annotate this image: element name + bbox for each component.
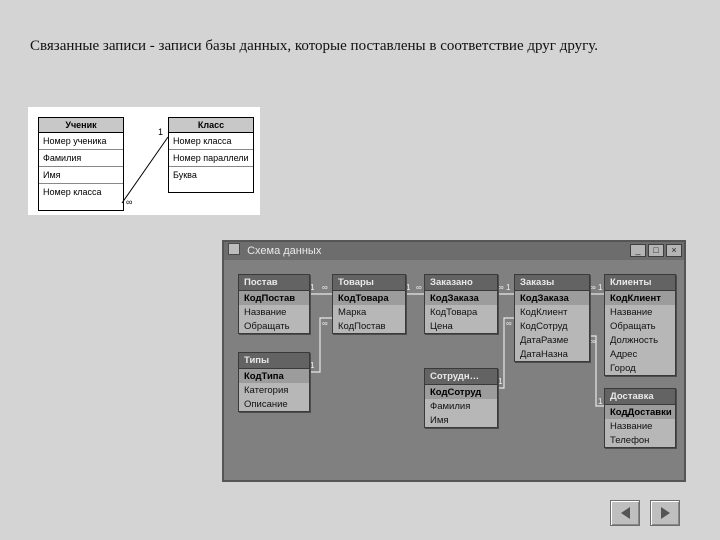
table-zakazano[interactable]: ЗаказаноКодЗаказаКодТовараЦена xyxy=(424,274,498,334)
svg-text:∞: ∞ xyxy=(498,283,504,292)
table-row: Категория xyxy=(239,383,309,397)
table-row: Буква xyxy=(169,167,253,183)
table-row: Цена xyxy=(425,319,497,333)
table-row: КодДоставки xyxy=(605,405,675,419)
table-row: ДатаРазме xyxy=(515,333,589,347)
table-zakazy[interactable]: ЗаказыКодЗаказаКодКлиентКодСотрудДатаРаз… xyxy=(514,274,590,362)
table-header: Товары xyxy=(333,275,405,291)
svg-text:1: 1 xyxy=(310,361,315,370)
table-header: Заказано xyxy=(425,275,497,291)
table-sotrudn[interactable]: Сотрудн…КодСотрудФамилияИмя xyxy=(424,368,498,428)
minimize-button[interactable]: _ xyxy=(630,244,646,257)
svg-text:1: 1 xyxy=(506,283,511,292)
table-klienty[interactable]: КлиентыКодКлиентНазваниеОбращатьДолжност… xyxy=(604,274,676,376)
svg-text:∞: ∞ xyxy=(322,283,328,292)
table-postav[interactable]: ПоставКодПоставНазваниеОбращать xyxy=(238,274,310,334)
next-button[interactable] xyxy=(650,500,680,526)
svg-text:1: 1 xyxy=(598,283,603,292)
svg-text:∞: ∞ xyxy=(506,319,512,328)
svg-text:1: 1 xyxy=(310,283,315,292)
page-caption: Связанные записи - записи базы данных, к… xyxy=(30,38,670,55)
table-row: КодТовара xyxy=(425,305,497,319)
table-row: КодЗаказа xyxy=(425,291,497,305)
prev-button[interactable] xyxy=(610,500,640,526)
table-row: КодКлиент xyxy=(515,305,589,319)
table-row: Фамилия xyxy=(425,399,497,413)
table-header: Сотрудн… xyxy=(425,369,497,385)
table-row: Название xyxy=(239,305,309,319)
table-header: Заказы xyxy=(515,275,589,291)
table-row: КодСотруд xyxy=(515,319,589,333)
table-student: Ученик Номер ученика Фамилия Имя Номер к… xyxy=(38,117,124,211)
arrow-right-icon xyxy=(661,507,670,519)
cardinality-right: 1 xyxy=(158,127,163,137)
table-row: Название xyxy=(605,305,675,319)
table-header: Типы xyxy=(239,353,309,369)
table-header: Доставка xyxy=(605,389,675,405)
svg-text:∞: ∞ xyxy=(590,283,596,292)
table-row: Описание xyxy=(239,397,309,411)
table-row: КодСотруд xyxy=(425,385,497,399)
table-row: Номер класса xyxy=(169,133,253,150)
table-row: Фамилия xyxy=(39,150,123,167)
table-header: Ученик xyxy=(39,118,123,133)
table-header: Постав xyxy=(239,275,309,291)
table-row: КодПостав xyxy=(239,291,309,305)
svg-text:1: 1 xyxy=(498,377,503,386)
table-row: Название xyxy=(605,419,675,433)
table-row: Телефон xyxy=(605,433,675,447)
table-row: Имя xyxy=(425,413,497,427)
table-row: КодТипа xyxy=(239,369,309,383)
table-header: Класс xyxy=(169,118,253,133)
svg-text:∞: ∞ xyxy=(590,337,596,346)
table-row: Обращать xyxy=(605,319,675,333)
table-tovary[interactable]: ТоварыКодТовараМаркаКодПостав xyxy=(332,274,406,334)
maximize-button[interactable]: □ xyxy=(648,244,664,257)
table-row: Обращать xyxy=(239,319,309,333)
table-tipy[interactable]: ТипыКодТипаКатегорияОписание xyxy=(238,352,310,412)
table-row: Номер ученика xyxy=(39,133,123,150)
table-row: Должность xyxy=(605,333,675,347)
table-class: Класс Номер класса Номер параллели Буква xyxy=(168,117,254,193)
table-row: ДатаНазна xyxy=(515,347,589,361)
diagram-small: Ученик Номер ученика Фамилия Имя Номер к… xyxy=(28,107,260,215)
table-row: КодТовара xyxy=(333,291,405,305)
table-dostavka[interactable]: ДоставкаКодДоставкиНазваниеТелефон xyxy=(604,388,676,448)
window-titlebar[interactable]: Схема данных _ □ × xyxy=(224,242,684,261)
table-row: Марка xyxy=(333,305,405,319)
window-title: Схема данных xyxy=(247,245,321,257)
table-row: Адрес xyxy=(605,347,675,361)
close-button[interactable]: × xyxy=(666,244,682,257)
table-row: КодЗаказа xyxy=(515,291,589,305)
schema-window: Схема данных _ □ × 1 ∞ 1 ∞ 1 ∞ ∞ 1 1 ∞ ∞… xyxy=(222,240,686,482)
svg-text:1: 1 xyxy=(406,283,411,292)
table-row: Номер класса xyxy=(39,184,123,200)
table-row: КодКлиент xyxy=(605,291,675,305)
table-row: Номер параллели xyxy=(169,150,253,167)
svg-text:∞: ∞ xyxy=(322,319,328,328)
table-header: Клиенты xyxy=(605,275,675,291)
window-body: 1 ∞ 1 ∞ 1 ∞ ∞ 1 1 ∞ ∞ 1 ∞ 1 ПоставКодПос… xyxy=(224,260,684,480)
table-row: Имя xyxy=(39,167,123,184)
table-row: КодПостав xyxy=(333,319,405,333)
svg-text:1: 1 xyxy=(598,397,603,406)
table-row: Город xyxy=(605,361,675,375)
svg-text:∞: ∞ xyxy=(416,283,422,292)
cardinality-left: ∞ xyxy=(126,197,132,207)
nav-buttons xyxy=(610,500,680,526)
arrow-left-icon xyxy=(621,507,630,519)
window-icon xyxy=(228,243,240,255)
